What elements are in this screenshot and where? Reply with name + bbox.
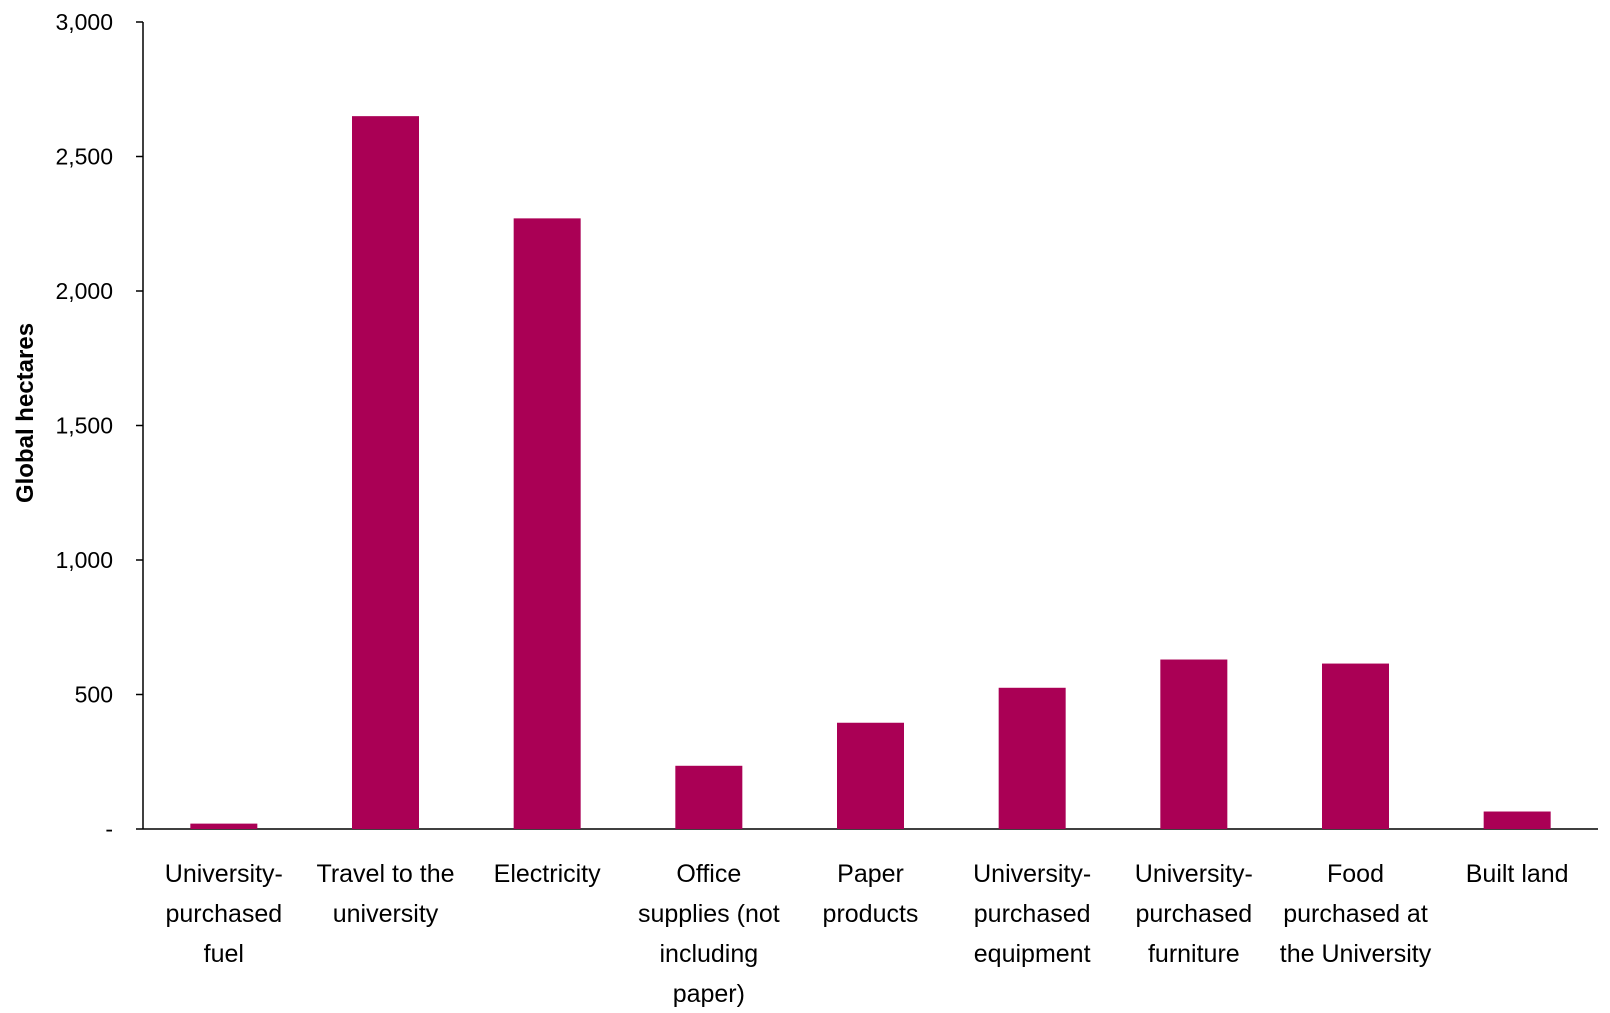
x-tick-label: Electricity xyxy=(494,860,601,888)
y-tick-label: - xyxy=(105,816,113,842)
bar xyxy=(352,116,419,829)
bar xyxy=(675,765,743,829)
x-tick-label: Food purchased at the University xyxy=(1280,860,1432,968)
x-tick-label: University-purchased equipment xyxy=(973,860,1091,968)
bar xyxy=(837,722,904,829)
x-tick-label: Travel to the university xyxy=(316,860,454,928)
category-labels: University-purchased fuel Travel to the uni… xyxy=(165,860,1569,1008)
bar xyxy=(513,218,581,829)
y-tick-label: 1,500 xyxy=(55,413,113,439)
bar xyxy=(1160,659,1228,829)
y-axis-title: Global hectares xyxy=(12,323,39,503)
x-tick-label: Paper products xyxy=(823,860,919,928)
y-tick-label: 2,500 xyxy=(55,144,113,170)
y-axis: - 500 1,000 1,500 2,000 2,500 3,000 xyxy=(55,9,144,842)
y-tick-label: 500 xyxy=(75,682,113,708)
y-tick-label: 1,000 xyxy=(55,547,113,573)
x-tick-label: Office supplies (not including paper) xyxy=(638,860,780,1008)
bars xyxy=(190,116,1551,829)
y-tick-label: 3,000 xyxy=(55,9,113,35)
x-tick-label: Built land xyxy=(1466,860,1569,888)
x-tick-label: University-purchased furniture xyxy=(1135,860,1253,968)
bar xyxy=(1322,663,1389,829)
y-tick-label: 2,000 xyxy=(55,278,113,304)
bar xyxy=(1483,811,1551,829)
x-tick-label: University-purchased fuel xyxy=(165,860,283,968)
bar xyxy=(190,823,258,829)
bar xyxy=(998,687,1066,829)
